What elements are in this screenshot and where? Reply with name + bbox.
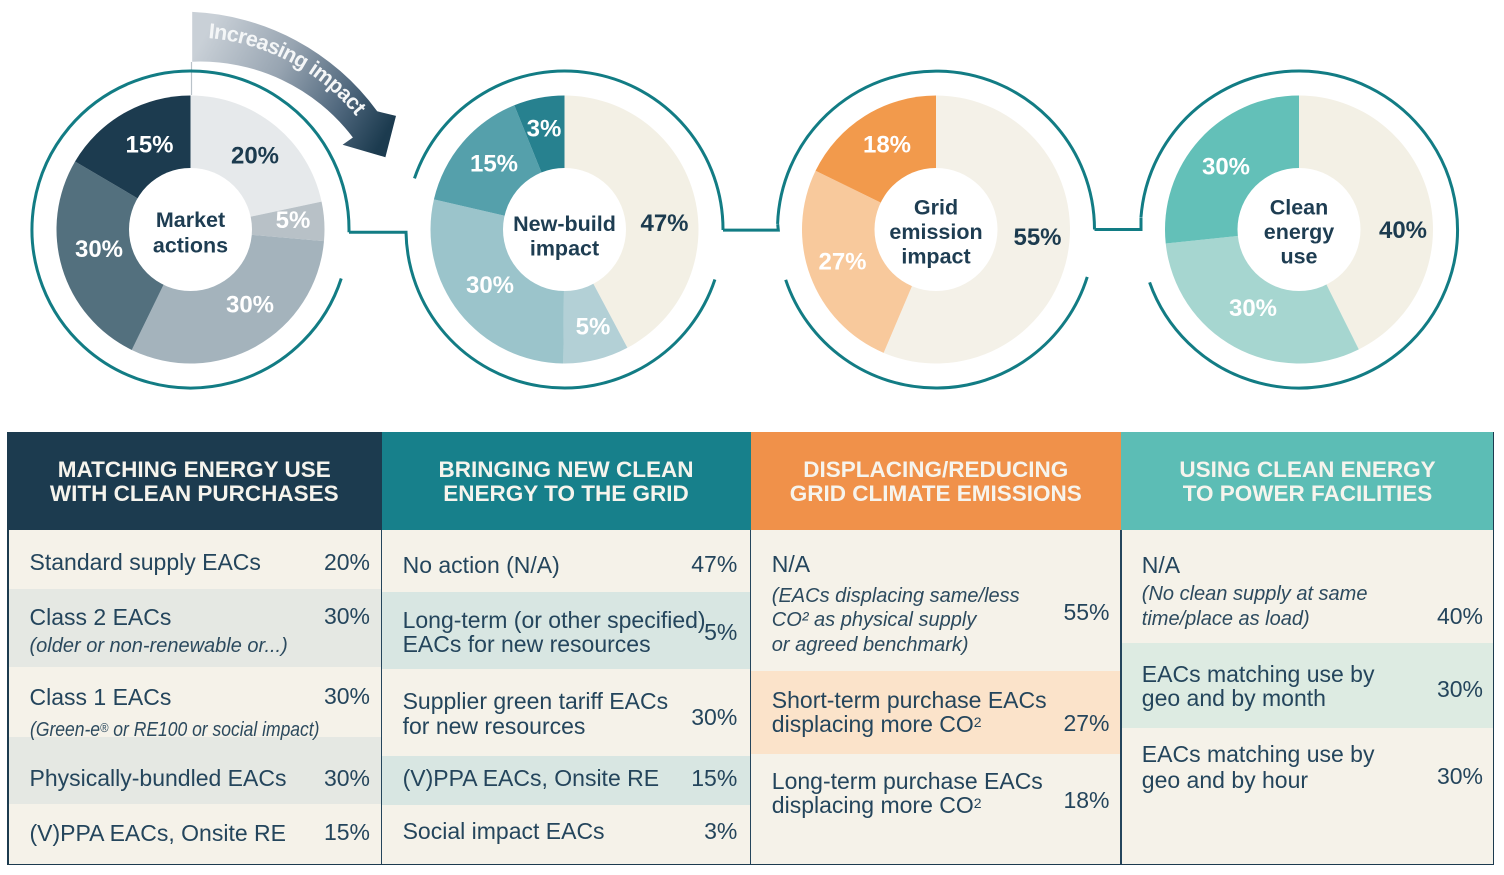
svg-text:Market: Market — [156, 208, 225, 232]
svg-text:3%: 3% — [527, 116, 562, 143]
svg-text:47%: 47% — [640, 210, 688, 237]
svg-text:impact: impact — [530, 237, 599, 261]
svg-text:impact: impact — [901, 245, 970, 269]
svg-text:27%: 27% — [818, 249, 866, 276]
svg-text:30%: 30% — [75, 236, 123, 263]
svg-text:15%: 15% — [470, 151, 518, 178]
svg-text:40%: 40% — [1379, 217, 1427, 244]
svg-text:emission: emission — [889, 220, 982, 244]
svg-text:18%: 18% — [863, 132, 911, 159]
svg-text:use: use — [1280, 245, 1317, 269]
svg-text:5%: 5% — [576, 314, 611, 341]
svg-text:15%: 15% — [125, 132, 173, 159]
svg-text:Clean: Clean — [1270, 196, 1329, 220]
svg-text:20%: 20% — [231, 143, 279, 170]
svg-text:30%: 30% — [1229, 295, 1277, 322]
svg-text:30%: 30% — [1202, 154, 1250, 181]
svg-text:55%: 55% — [1013, 224, 1061, 251]
svg-text:New-build: New-build — [513, 212, 616, 236]
svg-text:energy: energy — [1264, 220, 1335, 244]
svg-text:5%: 5% — [276, 207, 311, 234]
svg-text:30%: 30% — [226, 292, 274, 319]
svg-text:actions: actions — [153, 234, 228, 258]
svg-text:30%: 30% — [466, 272, 514, 299]
svg-text:Grid: Grid — [914, 196, 958, 220]
